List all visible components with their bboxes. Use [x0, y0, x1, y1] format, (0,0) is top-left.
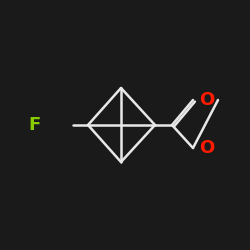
- Text: F: F: [28, 116, 40, 134]
- Text: O: O: [200, 91, 214, 109]
- Text: O: O: [200, 139, 214, 157]
